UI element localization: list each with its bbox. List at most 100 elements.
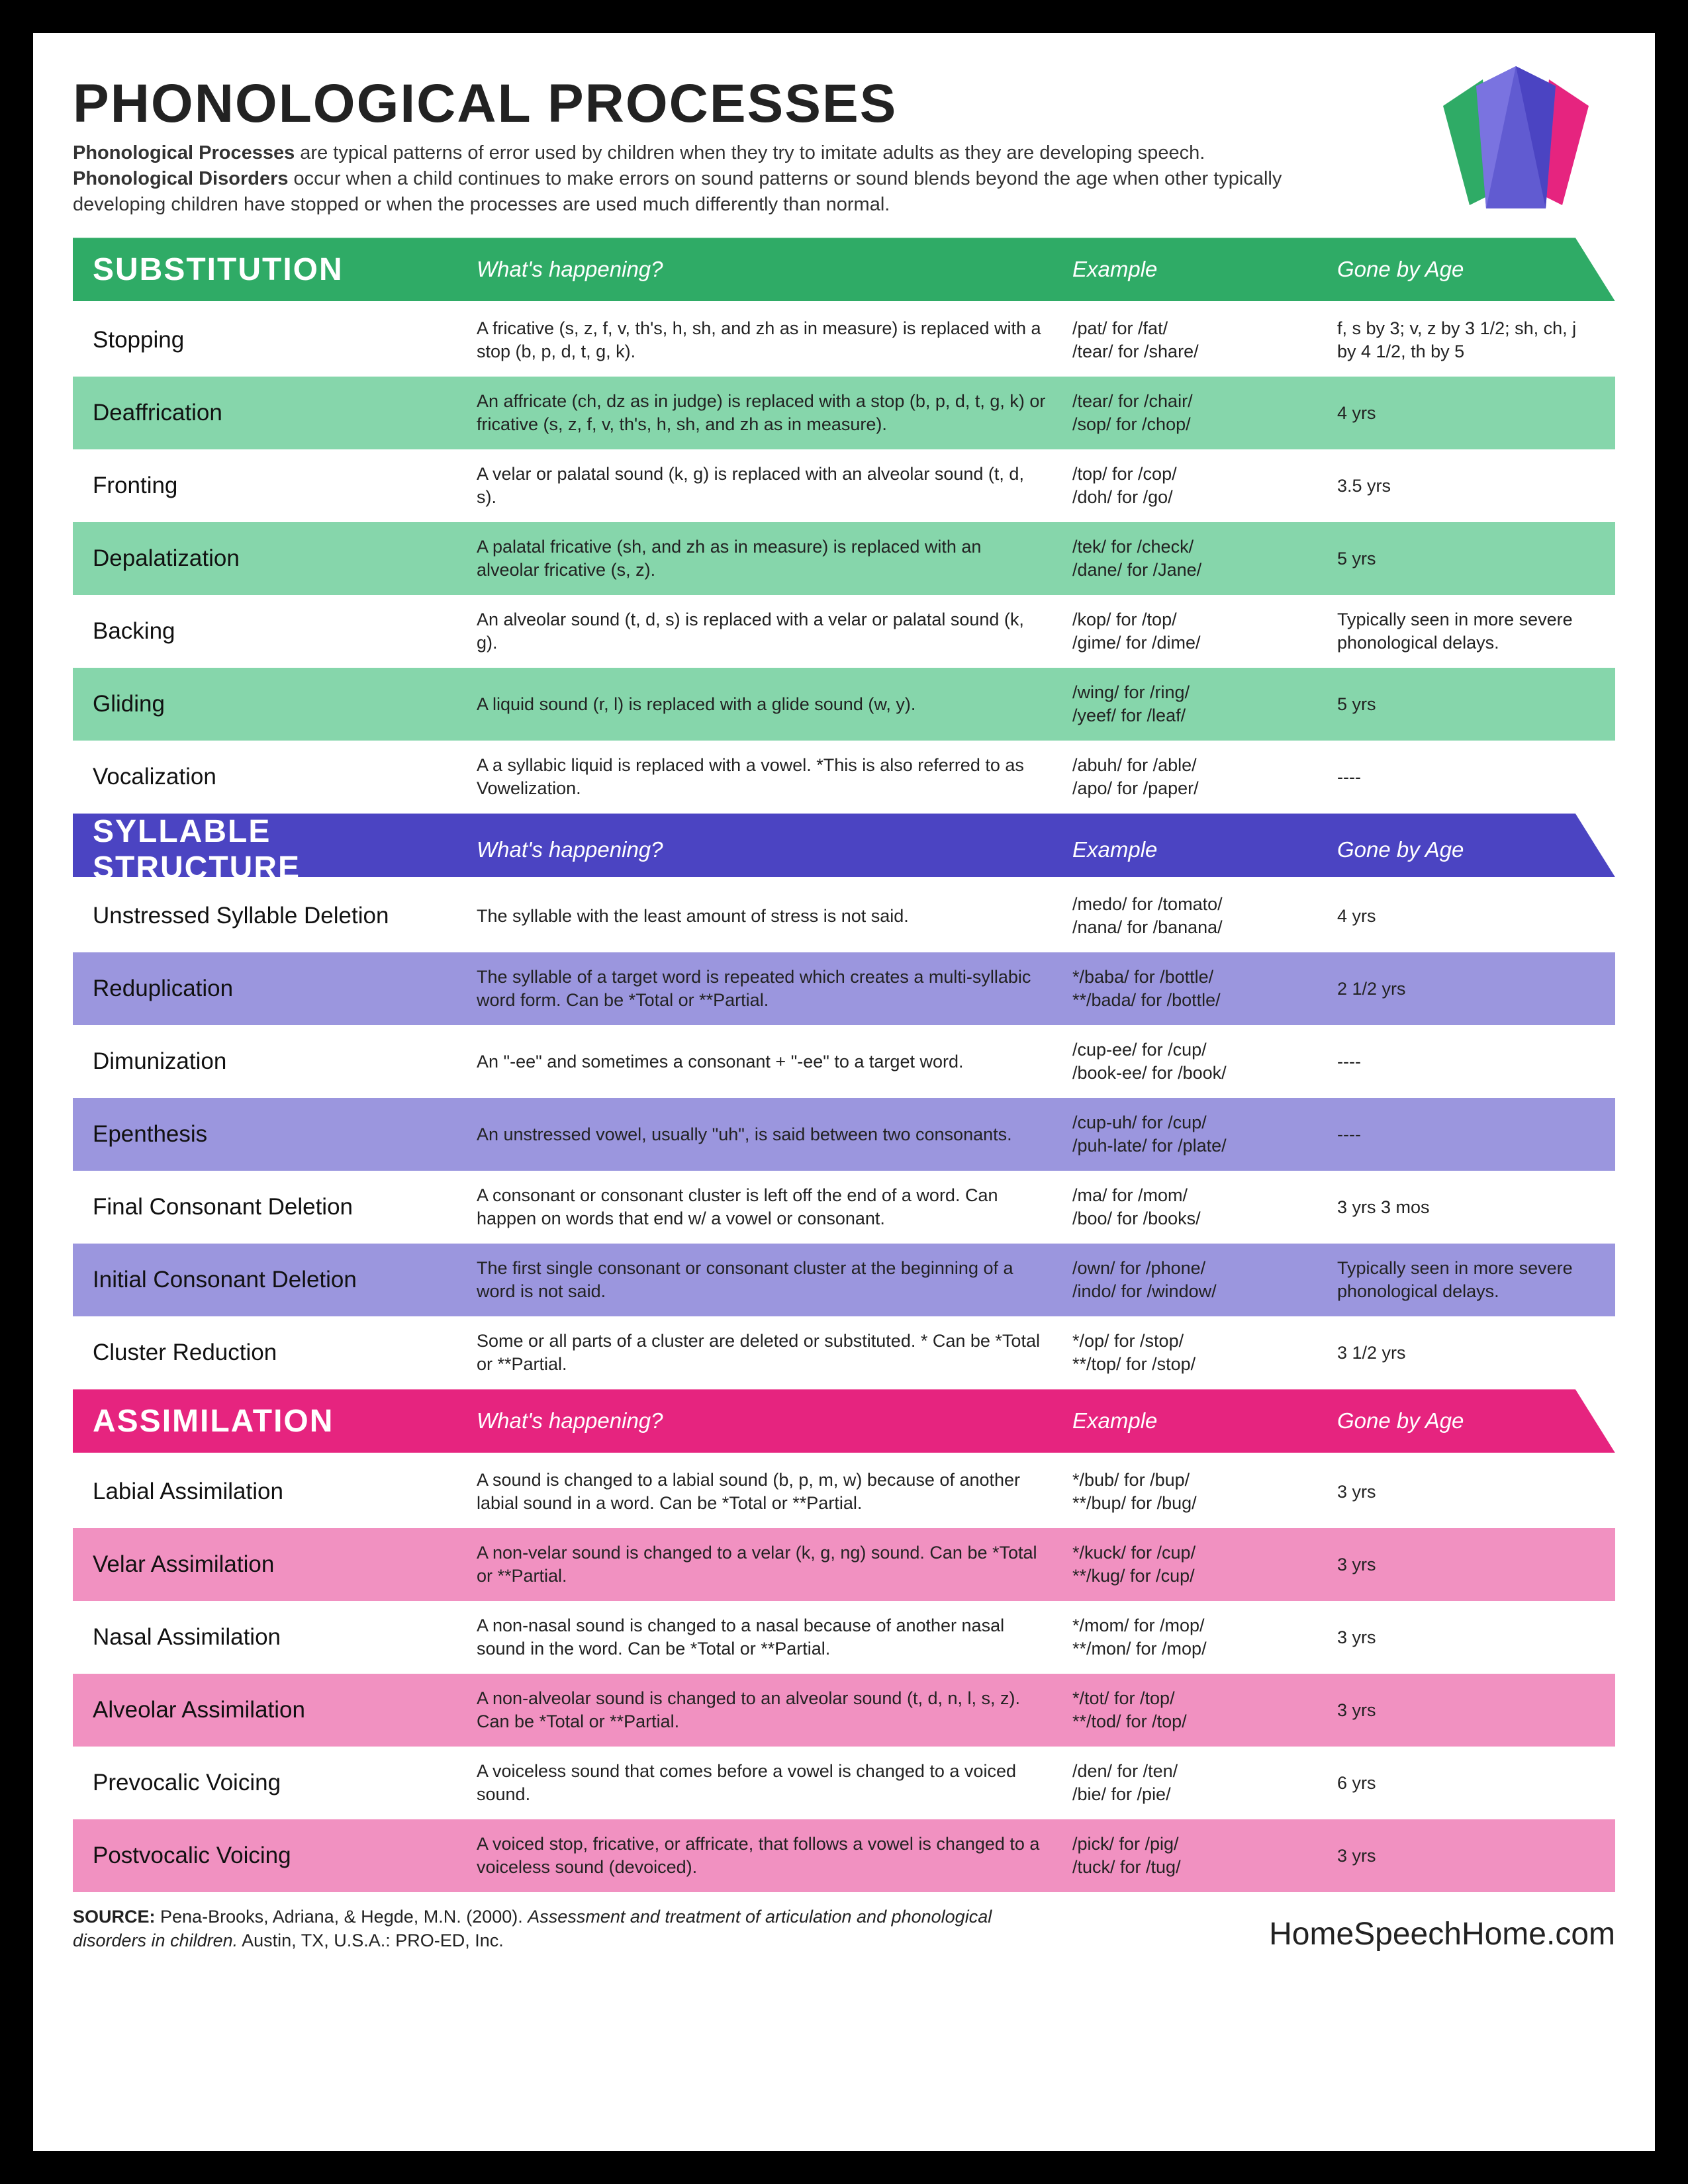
process-description: An unstressed vowel, usually "uh", is sa… xyxy=(477,1123,1072,1146)
table-row: DeaffricationAn affricate (ch, dz as in … xyxy=(73,377,1615,449)
col-whats-happening: What's happening? xyxy=(477,257,1072,282)
process-name: Epenthesis xyxy=(93,1121,477,1148)
col-gone-by-age: Gone by Age xyxy=(1337,1408,1589,1433)
process-name: Velar Assimilation xyxy=(93,1551,477,1578)
process-name: Dimunization xyxy=(93,1048,477,1075)
process-example: /kop/ for /top/ /gime/ for /dime/ xyxy=(1072,608,1337,655)
process-description: An alveolar sound (t, d, s) is replaced … xyxy=(477,608,1072,655)
process-description: A consonant or consonant cluster is left… xyxy=(477,1184,1072,1230)
section-title: SYLLABLE STRUCTURE xyxy=(93,813,477,886)
sections-container: SUBSTITUTIONWhat's happening?ExampleGone… xyxy=(73,238,1615,1892)
source-text: SOURCE: Pena-Brooks, Adriana, & Hegde, M… xyxy=(73,1905,1000,1952)
process-example: /wing/ for /ring/ /yeef/ for /leaf/ xyxy=(1072,681,1337,727)
table-row: FrontingA velar or palatal sound (k, g) … xyxy=(73,449,1615,522)
process-example: /abuh/ for /able/ /apo/ for /paper/ xyxy=(1072,754,1337,800)
process-name: Vocalization xyxy=(93,764,477,790)
process-description: The syllable with the least amount of st… xyxy=(477,905,1072,928)
section-header: SUBSTITUTIONWhat's happening?ExampleGone… xyxy=(73,238,1615,301)
table-row: ReduplicationThe syllable of a target wo… xyxy=(73,952,1615,1025)
process-age: ---- xyxy=(1337,1123,1589,1146)
process-description: A velar or palatal sound (k, g) is repla… xyxy=(477,463,1072,509)
process-age: 5 yrs xyxy=(1337,693,1589,716)
process-example: */op/ for /stop/ **/top/ for /stop/ xyxy=(1072,1330,1337,1376)
process-example: /tek/ for /check/ /dane/ for /Jane/ xyxy=(1072,535,1337,582)
process-name: Reduplication xyxy=(93,976,477,1002)
col-example: Example xyxy=(1072,1408,1337,1433)
table-row: StoppingA fricative (s, z, f, v, th's, h… xyxy=(73,304,1615,377)
header: PHONOLOGICAL PROCESSES Phonological Proc… xyxy=(73,73,1615,218)
process-name: Stopping xyxy=(93,327,477,353)
process-description: A palatal fricative (sh, and zh as in me… xyxy=(477,535,1072,582)
process-age: ---- xyxy=(1337,766,1589,789)
process-age: Typically seen in more severe phonologic… xyxy=(1337,608,1589,655)
process-name: Backing xyxy=(93,618,477,645)
table-row: Cluster ReductionSome or all parts of a … xyxy=(73,1316,1615,1389)
table-row: Labial AssimilationA sound is changed to… xyxy=(73,1455,1615,1528)
process-description: A non-alveolar sound is changed to an al… xyxy=(477,1687,1072,1733)
process-age: ---- xyxy=(1337,1050,1589,1073)
process-name: Depalatization xyxy=(93,545,477,572)
table-row: Alveolar AssimilationA non-alveolar soun… xyxy=(73,1674,1615,1747)
process-name: Deaffrication xyxy=(93,400,477,426)
table-row: Unstressed Syllable DeletionThe syllable… xyxy=(73,880,1615,952)
process-name: Cluster Reduction xyxy=(93,1340,477,1366)
table-row: Postvocalic VoicingA voiced stop, fricat… xyxy=(73,1819,1615,1892)
page: PHONOLOGICAL PROCESSES Phonological Proc… xyxy=(33,33,1655,2151)
site-link: HomeSpeechHome.com xyxy=(1269,1916,1615,1952)
table-row: GlidingA liquid sound (r, l) is replaced… xyxy=(73,668,1615,741)
process-age: 3 yrs 3 mos xyxy=(1337,1196,1589,1219)
process-age: 3 yrs xyxy=(1337,1844,1589,1868)
process-description: A non-velar sound is changed to a velar … xyxy=(477,1541,1072,1588)
process-age: 3 1/2 yrs xyxy=(1337,1342,1589,1365)
table-row: VocalizationA a syllabic liquid is repla… xyxy=(73,741,1615,813)
process-example: /own/ for /phone/ /indo/ for /window/ xyxy=(1072,1257,1337,1303)
col-gone-by-age: Gone by Age xyxy=(1337,837,1589,862)
process-name: Final Consonant Deletion xyxy=(93,1194,477,1220)
process-description: A liquid sound (r, l) is replaced with a… xyxy=(477,693,1072,716)
process-description: A voiceless sound that comes before a vo… xyxy=(477,1760,1072,1806)
process-example: /pat/ for /fat/ /tear/ for /share/ xyxy=(1072,317,1337,363)
process-description: Some or all parts of a cluster are delet… xyxy=(477,1330,1072,1376)
process-description: A fricative (s, z, f, v, th's, h, sh, an… xyxy=(477,317,1072,363)
process-description: The syllable of a target word is repeate… xyxy=(477,966,1072,1012)
col-whats-happening: What's happening? xyxy=(477,837,1072,862)
section-title: ASSIMILATION xyxy=(93,1403,477,1439)
process-name: Prevocalic Voicing xyxy=(93,1770,477,1796)
process-age: 6 yrs xyxy=(1337,1772,1589,1795)
process-age: 5 yrs xyxy=(1337,547,1589,570)
process-description: A a syllabic liquid is replaced with a v… xyxy=(477,754,1072,800)
process-example: /medo/ for /tomato/ /nana/ for /banana/ xyxy=(1072,893,1337,939)
process-example: /pick/ for /pig/ /tuck/ for /tug/ xyxy=(1072,1833,1337,1879)
process-age: f, s by 3; v, z by 3 1/2; sh, ch, j by 4… xyxy=(1337,317,1589,363)
process-description: A sound is changed to a labial sound (b,… xyxy=(477,1469,1072,1515)
process-example: */mom/ for /mop/ **/mon/ for /mop/ xyxy=(1072,1614,1337,1661)
process-age: 4 yrs xyxy=(1337,905,1589,928)
process-example: /tear/ for /chair/ /sop/ for /chop/ xyxy=(1072,390,1337,436)
col-gone-by-age: Gone by Age xyxy=(1337,257,1589,282)
process-name: Fronting xyxy=(93,473,477,499)
process-age: 3.5 yrs xyxy=(1337,475,1589,498)
process-description: A voiced stop, fricative, or affricate, … xyxy=(477,1833,1072,1879)
process-example: */bub/ for /bup/ **/bup/ for /bug/ xyxy=(1072,1469,1337,1515)
process-name: Gliding xyxy=(93,691,477,717)
table-row: Velar AssimilationA non-velar sound is c… xyxy=(73,1528,1615,1601)
process-age: 3 yrs xyxy=(1337,1480,1589,1504)
process-age: 3 yrs xyxy=(1337,1699,1589,1722)
process-age: 2 1/2 yrs xyxy=(1337,978,1589,1001)
table-row: Prevocalic VoicingA voiceless sound that… xyxy=(73,1747,1615,1819)
process-example: */tot/ for /top/ **/tod/ for /top/ xyxy=(1072,1687,1337,1733)
intro-text: Phonological Processes are typical patte… xyxy=(73,140,1297,218)
table-row: Initial Consonant DeletionThe first sing… xyxy=(73,1244,1615,1316)
col-example: Example xyxy=(1072,837,1337,862)
process-age: 4 yrs xyxy=(1337,402,1589,425)
process-name: Labial Assimilation xyxy=(93,1479,477,1505)
footer: SOURCE: Pena-Brooks, Adriana, & Hegde, M… xyxy=(73,1905,1615,1952)
process-age: 3 yrs xyxy=(1337,1626,1589,1649)
process-description: An "-ee" and sometimes a consonant + "-e… xyxy=(477,1050,1072,1073)
process-example: /den/ for /ten/ /bie/ for /pie/ xyxy=(1072,1760,1337,1806)
process-example: */baba/ for /bottle/ **/bada/ for /bottl… xyxy=(1072,966,1337,1012)
table-row: Final Consonant DeletionA consonant or c… xyxy=(73,1171,1615,1244)
process-age: Typically seen in more severe phonologic… xyxy=(1337,1257,1589,1303)
table-row: Nasal AssimilationA non-nasal sound is c… xyxy=(73,1601,1615,1674)
table-row: BackingAn alveolar sound (t, d, s) is re… xyxy=(73,595,1615,668)
